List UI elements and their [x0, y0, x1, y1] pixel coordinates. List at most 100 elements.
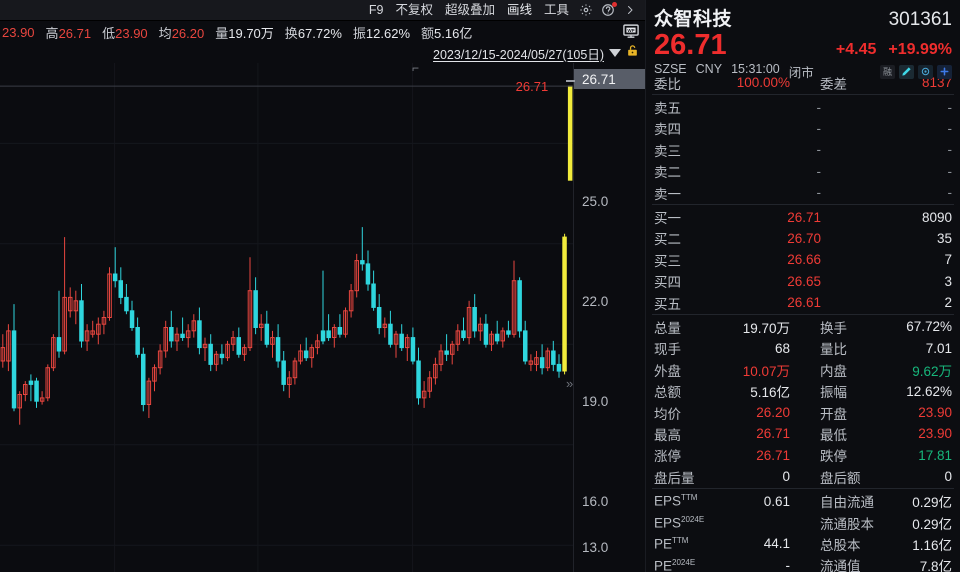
notification-dot — [612, 1, 617, 7]
axis-label-3: 16.0 — [582, 494, 609, 509]
stat-row: 盘后量 0 盘后额 0 — [646, 466, 960, 487]
bid-row[interactable]: 买四 26.65 3 — [646, 271, 960, 292]
stat-low: 低23.90 — [102, 25, 148, 41]
stat-turnover: 换67.72% — [284, 25, 342, 41]
axis-label-2: 19.0 — [582, 394, 609, 409]
ask-row[interactable]: 卖一 - - — [646, 182, 960, 203]
ask-row[interactable]: 卖五 - - — [646, 96, 960, 117]
drawline-button[interactable]: 画线 — [506, 2, 532, 17]
date-range-selector[interactable]: 2023/12/15-2024/05/27(105日) — [433, 47, 604, 62]
stat-label-b: 最低 — [820, 427, 847, 443]
bid-row[interactable]: 买五 26.61 2 — [646, 292, 960, 313]
chart-stat-line: 23.90 高26.71 低23.90 均26.20 量19.70万 换67.7… — [0, 21, 645, 43]
fundamental-value-b: 0.29亿 — [912, 516, 952, 532]
bid-price: 26.65 — [787, 273, 821, 289]
expand-panel-icon[interactable]: » — [566, 376, 574, 391]
chevron-right-icon[interactable] — [619, 0, 641, 21]
badge-pointer — [566, 80, 575, 82]
stat-amount: 额5.16亿 — [421, 25, 473, 41]
fundamental-value-b: 7.8亿 — [919, 559, 952, 572]
stat-label-b: 量比 — [820, 342, 847, 358]
chart-plot-area[interactable]: ⌐ 26.71 — [0, 63, 573, 572]
wp-monitor-icon[interactable]: WP — [622, 23, 640, 43]
crosshair-corner-mark: ⌐ — [412, 63, 420, 75]
bid-volume: 2 — [944, 295, 952, 311]
kline-svg: 26.71 — [0, 63, 573, 572]
ask-label: 卖一 — [654, 186, 681, 202]
stat-row: 最高 26.71 最低 23.90 — [646, 423, 960, 444]
fundamental-value-b: 1.16亿 — [912, 537, 952, 553]
help-icon[interactable] — [597, 0, 619, 21]
stat-row: 现手 68 量比 7.01 — [646, 338, 960, 359]
fundamental-label-a: PE2024E — [654, 557, 696, 572]
f9-button[interactable]: F9 — [368, 2, 384, 17]
pen-icon[interactable] — [899, 64, 914, 79]
session-status: 闭市 — [788, 66, 814, 80]
ask-price: - — [816, 99, 822, 115]
candlestick-chart[interactable]: ⌐ 26.71 26.71 25.0 22.0 19.0 16.0 13.0 » — [0, 63, 646, 572]
ask-row[interactable]: 卖二 - - — [646, 161, 960, 182]
fundamental-label-b: 总股本 — [820, 537, 861, 553]
bid-price: 26.61 — [787, 295, 821, 311]
ask-price: - — [816, 120, 822, 136]
bid-row[interactable]: 买二 26.70 35 — [646, 228, 960, 249]
gear-icon[interactable] — [575, 0, 597, 21]
ask-volume: - — [947, 99, 953, 115]
ask-volume: - — [947, 142, 953, 158]
stat-label-a: 现手 — [654, 342, 681, 358]
stat-label-b: 盘后额 — [820, 470, 861, 486]
exchange-label: SZSE — [654, 62, 687, 76]
ratio-value-2: 8137 — [921, 75, 952, 91]
fundamental-value-a: - — [785, 557, 791, 572]
bid-label: 买三 — [654, 253, 681, 269]
stat-value-a: 10.07万 — [742, 363, 790, 379]
ratio-value-1: 100.00% — [736, 75, 790, 91]
currency-label: CNY — [695, 62, 723, 76]
last-price: 26.71 — [654, 29, 727, 61]
ask-row[interactable]: 卖四 - - — [646, 118, 960, 139]
bid-price: 26.71 — [787, 209, 821, 225]
stat-label-a: 盘后量 — [654, 470, 695, 486]
fundamental-label-b: 流通股本 — [820, 516, 874, 532]
bid-label: 买二 — [654, 232, 681, 248]
svg-text:WP: WP — [627, 28, 634, 33]
fundamental-value-b: 0.29亿 — [912, 495, 952, 511]
stat-value-a: 68 — [774, 340, 790, 356]
stat-amplitude: 振12.62% — [352, 25, 411, 41]
stat-label-a: 涨停 — [654, 449, 681, 465]
quote-panel: 众智科技 301361 26.71 +4.45 +19.99% SZSE CNY… — [645, 0, 960, 572]
stat-label-a: 总额 — [654, 385, 681, 401]
stat-value-b: 67.72% — [906, 319, 952, 335]
stat-value-b: 23.90 — [918, 405, 952, 421]
price-change: +4.45 — [835, 41, 877, 58]
plus-icon[interactable] — [937, 64, 952, 79]
adjust-button[interactable]: 不复权 — [395, 2, 433, 17]
chart-toolbar: F9 不复权 超级叠加 画线 工具 — [0, 0, 645, 21]
stat-label-a: 外盘 — [654, 363, 681, 379]
stat-value-b: 23.90 — [918, 426, 952, 442]
chevron-down-icon[interactable] — [609, 49, 621, 57]
divider — [652, 314, 954, 316]
fundamental-label-a: EPS2024E — [654, 514, 705, 531]
tools-button[interactable]: 工具 — [543, 2, 569, 17]
stat-label-b: 内盘 — [820, 363, 847, 379]
stat-label-a: 最高 — [654, 427, 681, 443]
target-icon[interactable] — [918, 64, 933, 79]
overlay-button[interactable]: 超级叠加 — [444, 2, 495, 17]
unlock-icon[interactable] — [626, 43, 639, 63]
margin-icon[interactable]: 融 — [880, 64, 895, 79]
bid-volume: 35 — [936, 230, 952, 246]
stat-row: 涨停 26.71 跌停 17.81 — [646, 445, 960, 466]
bid-row[interactable]: 买一 26.71 8090 — [646, 206, 960, 227]
fundamental-row: EPS2024E 流通股本 0.29亿 — [646, 512, 960, 533]
bid-price: 26.70 — [787, 230, 821, 246]
ask-label: 卖三 — [654, 143, 681, 159]
stat-value-a: 0 — [782, 469, 790, 485]
ask-row[interactable]: 卖三 - - — [646, 139, 960, 160]
bid-row[interactable]: 买三 26.66 7 — [646, 249, 960, 270]
ask-volume: - — [947, 185, 953, 201]
bid-volume: 8090 — [921, 209, 952, 225]
current-price-badge: 26.71 — [566, 69, 646, 89]
stat-value-a: 26.71 — [756, 447, 790, 463]
stat-volume: 量19.70万 — [215, 25, 274, 41]
